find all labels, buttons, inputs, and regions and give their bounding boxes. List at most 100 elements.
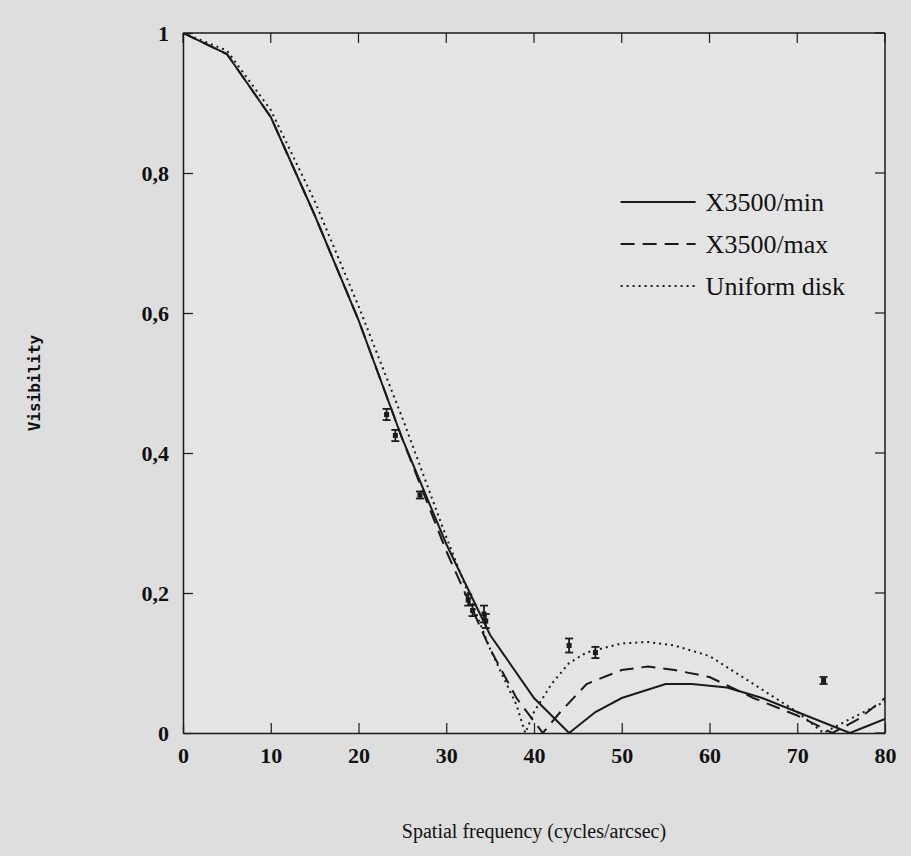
x-axis-title: Spatial frequency (cycles/arcsec) <box>402 820 666 843</box>
tick: 0,6 <box>142 301 194 326</box>
data-point <box>593 650 598 655</box>
tick-mark <box>709 33 710 43</box>
tick-mark <box>875 32 885 33</box>
tick-label: 30 <box>436 743 458 768</box>
legend-swatch <box>621 201 696 203</box>
tick-mark <box>875 312 885 313</box>
x-axis: 01020304050607080 <box>178 723 897 768</box>
plot: 0102030405060708000,20,40,60,81X3500/min… <box>142 21 897 768</box>
tick-mark <box>183 453 193 454</box>
tick-mark <box>797 723 798 733</box>
tick: 70 <box>787 723 809 768</box>
tick-label: 60 <box>699 743 721 768</box>
tick-label: 70 <box>787 743 809 768</box>
legend-label: X3500/max <box>706 230 829 259</box>
error-bar-cap <box>416 491 424 493</box>
legend: X3500/min X3500/max Uniform disk <box>621 188 845 301</box>
series-line <box>183 33 885 733</box>
error-bar-cap <box>591 646 599 648</box>
tick: 30 <box>436 723 458 768</box>
error-bar-cap <box>391 440 399 442</box>
error-bar-cap <box>565 652 573 654</box>
tick-label: 0,8 <box>142 161 170 186</box>
tick-label: 1 <box>158 21 169 46</box>
error-bar <box>482 614 490 628</box>
plot-background <box>183 33 885 733</box>
error-bar <box>383 409 391 420</box>
error-bar-cap <box>482 627 490 629</box>
tick-mark <box>270 33 271 43</box>
error-bar-cap <box>464 594 472 596</box>
error-bar-cap <box>480 605 488 607</box>
tick-label: 80 <box>875 743 897 768</box>
data-point <box>417 493 422 498</box>
data-point <box>384 412 389 417</box>
error-bar-cap <box>469 615 477 617</box>
error-bar-cap <box>416 498 424 500</box>
tick: 50 <box>611 723 633 768</box>
tick-label: 0,2 <box>142 581 170 606</box>
tick-mark <box>533 33 534 43</box>
error-bar-cap <box>565 638 573 640</box>
tick-mark <box>358 723 359 733</box>
data-point <box>483 619 488 624</box>
tick: 0,2 <box>142 581 194 606</box>
error-bar <box>391 430 399 441</box>
tick-mark <box>271 723 272 733</box>
tick-label: 20 <box>348 743 370 768</box>
tick-label: 50 <box>611 743 633 768</box>
error-bar <box>416 492 424 499</box>
frame-right <box>884 33 886 733</box>
tick: 0,8 <box>142 161 194 186</box>
legend-swatch <box>621 243 696 245</box>
error-bar-cap <box>482 613 490 615</box>
axis-line <box>183 34 185 734</box>
error-bar-cap <box>591 657 599 659</box>
tick-mark <box>182 33 183 43</box>
error-bar <box>820 677 828 684</box>
tick-mark <box>358 33 359 43</box>
error-bar-cap <box>383 408 391 410</box>
y-axis-title: Visibility <box>25 334 44 431</box>
error-bar <box>591 647 599 658</box>
error-bar <box>469 605 477 616</box>
data-point <box>393 433 398 438</box>
legend-item: X3500/min <box>621 188 824 217</box>
tick-mark <box>183 733 193 734</box>
error-bar-cap <box>383 419 391 421</box>
error-bar-cap <box>820 676 828 678</box>
marks <box>183 33 885 733</box>
legend-label: Uniform disk <box>706 272 845 301</box>
data-point <box>567 643 572 648</box>
legend-swatch <box>621 285 696 287</box>
y-axis: 0 0,2 0,4 0,6 0,8 1 <box>142 21 194 746</box>
tick-label: 0 <box>158 721 169 746</box>
legend-item: Uniform disk <box>621 272 845 301</box>
series-line <box>183 33 885 733</box>
series-line <box>183 33 885 733</box>
tick-label: 0,6 <box>142 301 170 326</box>
tick-mark <box>875 592 885 593</box>
error-bar-cap <box>820 683 828 685</box>
tick-mark <box>446 723 447 733</box>
tick: 0,4 <box>142 441 194 466</box>
data-point <box>821 678 826 683</box>
legend-item: X3500/max <box>621 230 829 259</box>
error-bar <box>565 639 573 653</box>
error-bar <box>464 594 472 605</box>
tick-mark <box>622 723 623 733</box>
tick: 0 <box>158 721 193 746</box>
tick: 10 <box>260 723 282 768</box>
tick-mark <box>183 173 193 174</box>
tick-mark <box>797 33 798 43</box>
data-point <box>470 608 475 613</box>
tick-mark <box>884 33 885 43</box>
tick-label: 0 <box>178 743 189 768</box>
tick-label: 0,4 <box>142 441 170 466</box>
tick-mark <box>534 723 535 733</box>
chart: 0102030405060708000,20,40,60,81X3500/min… <box>0 0 911 856</box>
tick-label: 10 <box>260 743 282 768</box>
tick: 20 <box>348 723 370 768</box>
data-point <box>466 598 471 603</box>
tick-mark <box>709 723 710 733</box>
